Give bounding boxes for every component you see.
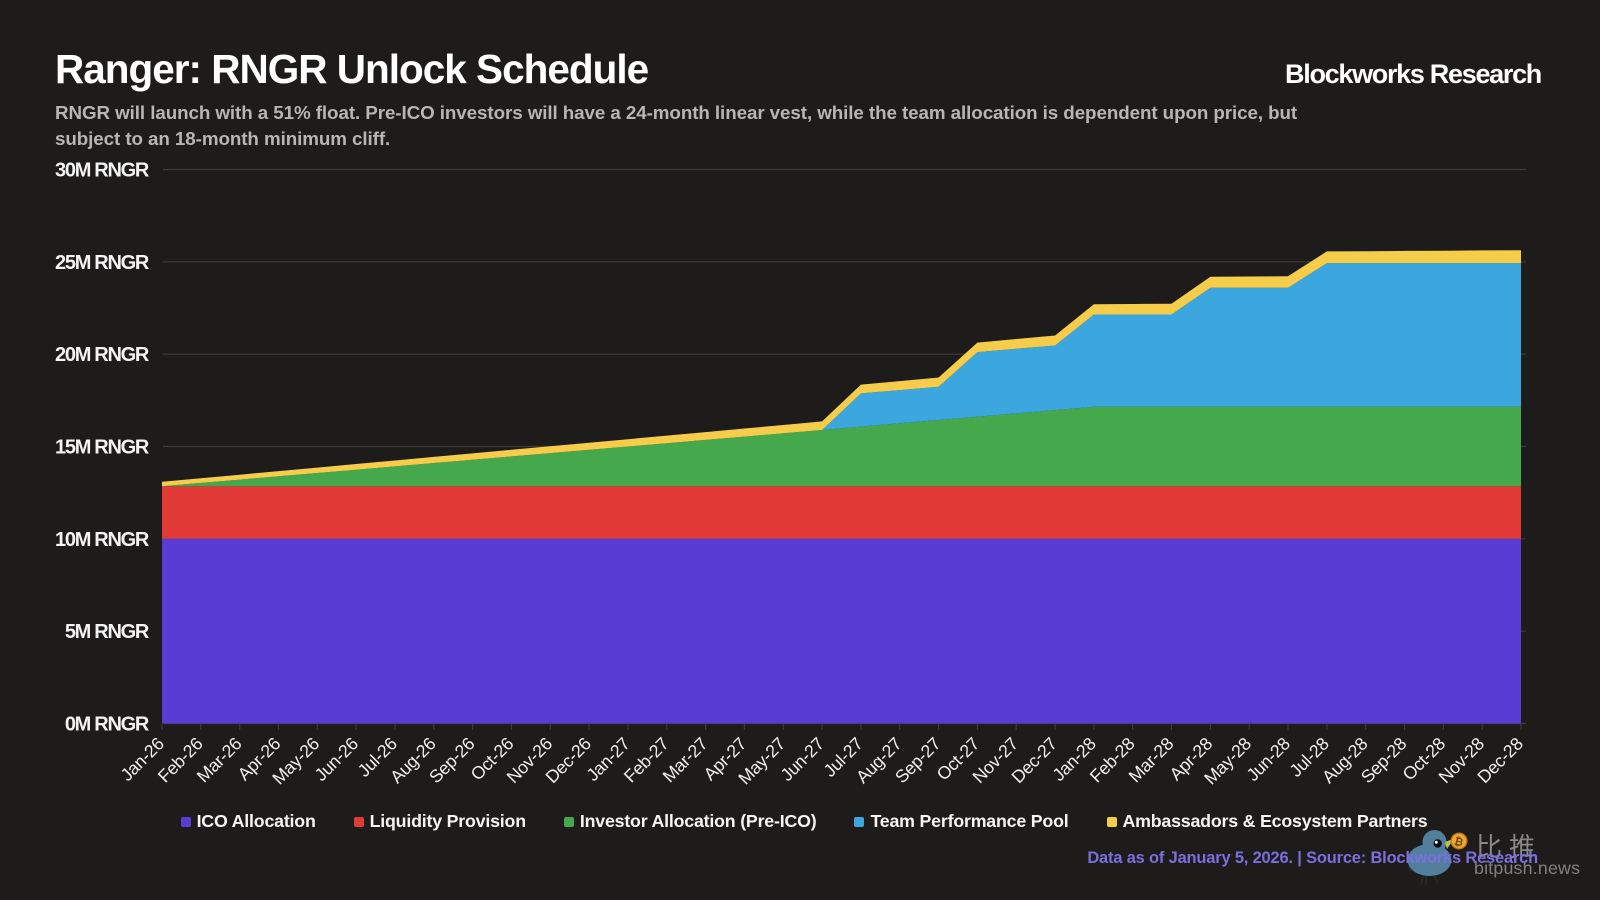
svg-text:Jun-28: Jun-28: [1243, 733, 1295, 785]
svg-text:30M RNGR: 30M RNGR: [55, 160, 150, 182]
svg-text:0M RNGR: 0M RNGR: [65, 714, 150, 736]
svg-text:10M RNGR: 10M RNGR: [55, 529, 150, 551]
svg-text:Jun-27: Jun-27: [777, 734, 828, 785]
svg-text:Jun-26: Jun-26: [311, 733, 363, 785]
svg-text:₿: ₿: [1453, 836, 1465, 850]
svg-text:25M RNGR: 25M RNGR: [55, 252, 150, 274]
svg-text:Mar-26: Mar-26: [193, 733, 246, 786]
svg-text:15M RNGR: 15M RNGR: [55, 437, 150, 459]
svg-text:5M RNGR: 5M RNGR: [65, 621, 150, 643]
svg-text:20M RNGR: 20M RNGR: [55, 344, 150, 366]
svg-text:Mar-27: Mar-27: [659, 734, 712, 787]
svg-text:Mar-28: Mar-28: [1125, 733, 1178, 786]
